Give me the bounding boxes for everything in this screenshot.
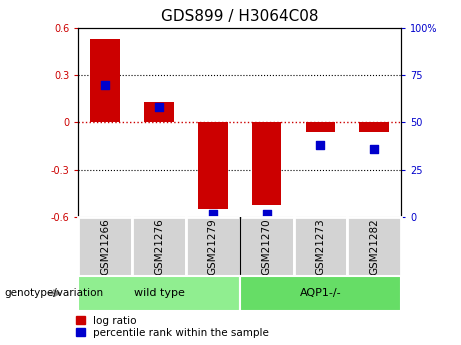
Text: GSM21282: GSM21282 (369, 218, 379, 275)
Text: GSM21273: GSM21273 (315, 218, 325, 275)
Point (209, 211, 217, 216)
Text: genotype/variation: genotype/variation (5, 288, 104, 298)
Point (317, 142, 324, 148)
FancyBboxPatch shape (78, 276, 240, 310)
FancyBboxPatch shape (240, 217, 294, 276)
Point (101, 82, 109, 87)
Bar (252, 122, 281, 205)
FancyBboxPatch shape (78, 217, 132, 276)
Point (263, 211, 270, 216)
Bar (144, 102, 174, 122)
Bar (90, 39, 120, 122)
Text: wild type: wild type (134, 288, 184, 298)
Point (155, 105, 163, 110)
Title: GDS899 / H3064C08: GDS899 / H3064C08 (161, 9, 319, 24)
Bar (306, 122, 335, 132)
FancyBboxPatch shape (240, 276, 401, 310)
FancyBboxPatch shape (186, 217, 240, 276)
Bar (360, 122, 389, 132)
Text: GSM21270: GSM21270 (261, 218, 272, 275)
Text: GSM21266: GSM21266 (100, 218, 110, 275)
Point (371, 146, 378, 152)
FancyBboxPatch shape (132, 217, 186, 276)
Text: GSM21279: GSM21279 (208, 218, 218, 275)
Bar (198, 122, 228, 209)
FancyBboxPatch shape (294, 217, 347, 276)
Text: AQP1-/-: AQP1-/- (300, 288, 341, 298)
Text: GSM21276: GSM21276 (154, 218, 164, 275)
FancyBboxPatch shape (347, 217, 401, 276)
Legend: log ratio, percentile rank within the sample: log ratio, percentile rank within the sa… (74, 314, 271, 340)
